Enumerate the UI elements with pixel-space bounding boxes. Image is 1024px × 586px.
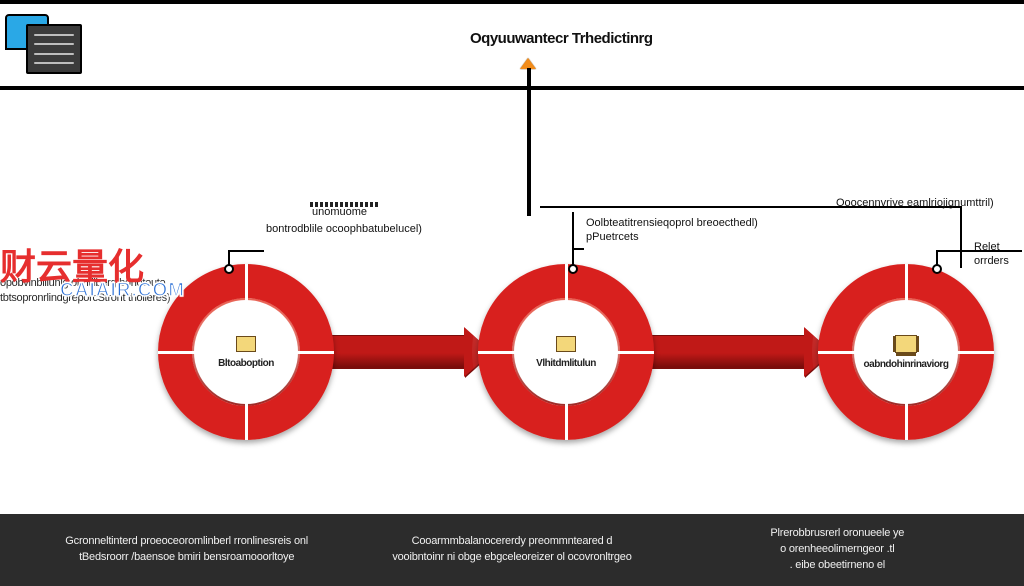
ring-label: Vlhitdmlitulun (536, 358, 596, 369)
callout-line (572, 212, 574, 268)
callout-text: unomuome (312, 205, 367, 219)
ring-2: Vlhitdmlitulun (478, 264, 654, 440)
document-icon (556, 336, 576, 352)
ring-label: Bltoaboption (218, 358, 274, 369)
chip-icon (895, 335, 917, 353)
bottom-col-3: Plrerobbrusrerl oronueele yeo orenheeoli… (675, 526, 1000, 574)
arrow-1-2 (318, 329, 492, 375)
arrow-2-3 (638, 329, 832, 375)
watermark-url: CAIAIR.COM (60, 280, 185, 302)
document-icon (236, 336, 256, 352)
bottom-col-2: Cooarmmbalanocererdy preommnteared dvooi… (349, 534, 674, 566)
callout-text: Relet orrders (974, 240, 1024, 269)
ring-label: oabndohinrinaviorg (864, 359, 949, 370)
callout-text: bontrodblile ocoophbatubelucel) (266, 222, 422, 236)
bottom-col-1: Gcronneltinterd proeoceoromlinberl rronl… (24, 534, 349, 566)
diagram-canvas: Oqyuuwantecr Trhedictinrg opobvinblilunl… (0, 0, 1024, 586)
callout-text: Ooocennvrive eamlriojignumttril) (836, 196, 994, 210)
callout-anchor-icon (932, 264, 942, 274)
ring-3: oabndohinrinaviorg (818, 264, 994, 440)
diagram-title: Oqyuuwantecr Trhedictinrg (470, 30, 653, 47)
top-tab-gray (26, 24, 82, 74)
callout-anchor-icon (224, 264, 234, 274)
callout-text: Oolbteatitrensieqoprol breoecthedl)pPuet… (586, 216, 758, 245)
callout-long-vertical-right (960, 206, 962, 268)
callout-line (228, 250, 264, 252)
page-top-border (0, 0, 1024, 4)
frame-vertical-line (527, 68, 531, 216)
frame-horizontal-line (0, 86, 1024, 90)
callout-anchor-icon (568, 264, 578, 274)
bottom-bar: Gcronneltinterd proeoceoromlinberl rronl… (0, 514, 1024, 586)
